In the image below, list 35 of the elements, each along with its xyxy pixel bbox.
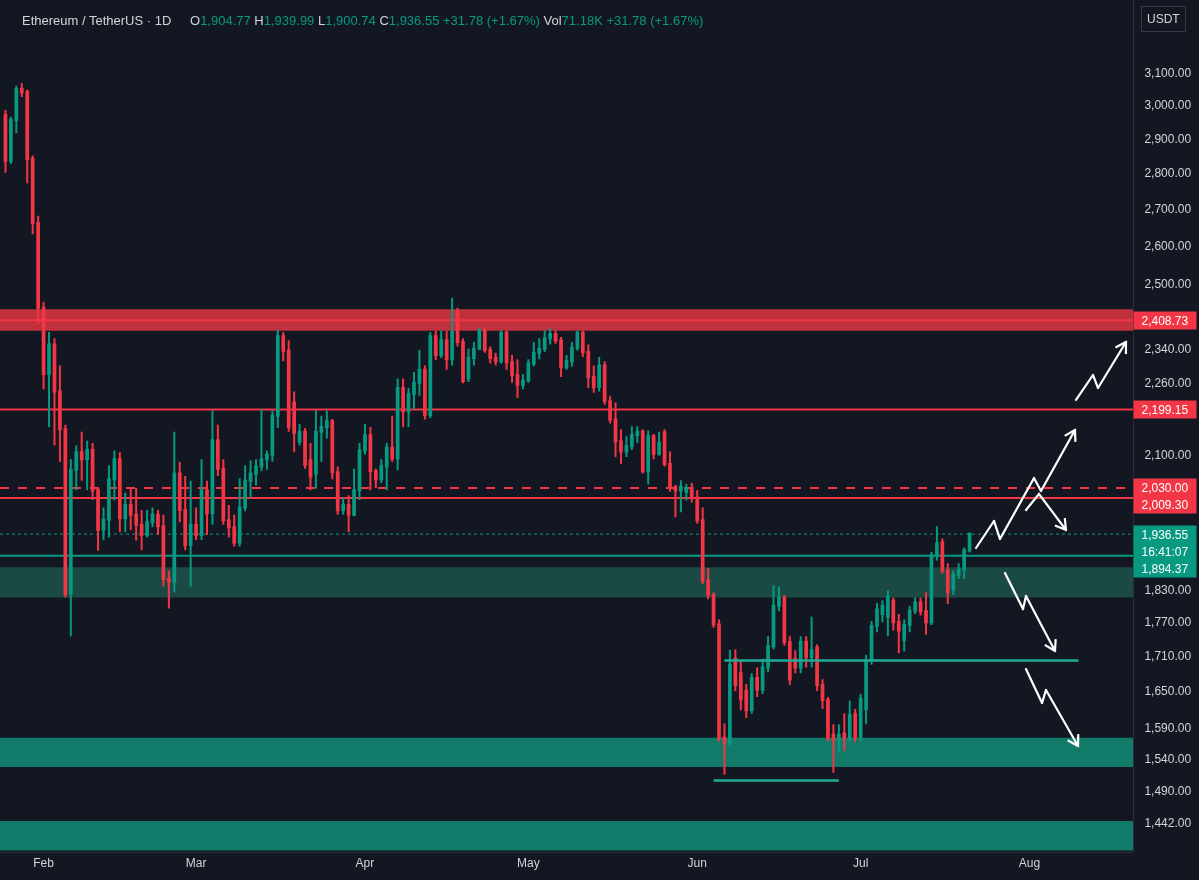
y-tick-label: 1,540.00 <box>1144 751 1192 766</box>
y-tick-label: 1,770.00 <box>1144 615 1192 630</box>
y-tick-label: 1,650.00 <box>1144 684 1192 699</box>
ref-line-label: 1,894.37 <box>1141 561 1189 576</box>
y-axis-title: USDT <box>1147 12 1181 26</box>
y-tick-label: 3,100.00 <box>1144 66 1192 81</box>
y-tick-label: 1,590.00 <box>1144 720 1192 735</box>
y-tick-label: 2,260.00 <box>1144 375 1192 390</box>
text: 16:41:07 <box>1141 544 1189 559</box>
y-tick-label: 1,442.00 <box>1144 816 1192 831</box>
y-tick-label: 1,830.00 <box>1144 582 1192 597</box>
y-tick-label: 2,100.00 <box>1144 447 1192 462</box>
ref-line-label: 1,936.55 <box>1141 527 1189 542</box>
x-tick-label: Jun <box>687 856 707 871</box>
ref-line-label: 2,009.30 <box>1141 497 1189 512</box>
y-tick-label: 3,000.00 <box>1144 98 1192 113</box>
x-tick-label: Feb <box>33 856 55 871</box>
y-tick-label: 2,500.00 <box>1144 277 1192 292</box>
y-tick-label: 2,600.00 <box>1144 238 1192 253</box>
ref-line-label: 2,199.15 <box>1141 402 1189 417</box>
text: O1,904.77 H1,939.99 L1,900.74 C1,936.55 +31.78 (+1.67%) Vol71.18K +31.78 (+1.67%) <box>190 13 704 28</box>
x-tick-label: Mar <box>185 856 207 871</box>
text: Ethereum / TetherUS · 1D <box>22 12 172 28</box>
x-tick-label: Aug <box>1018 856 1041 871</box>
y-tick-label: 1,490.00 <box>1144 784 1192 799</box>
x-tick-label: May <box>517 856 540 871</box>
ref-line-label: 2,030.00 <box>1141 480 1189 495</box>
ref-line-label: 2,408.73 <box>1141 313 1189 328</box>
y-tick-label: 2,900.00 <box>1144 131 1192 146</box>
y-tick-label: 2,700.00 <box>1144 201 1192 216</box>
x-tick-label: Apr <box>355 856 375 871</box>
y-tick-label: 2,800.00 <box>1144 166 1192 180</box>
y-tick-label: 1,710.00 <box>1144 649 1192 664</box>
x-tick-label: Jul <box>852 856 869 871</box>
y-tick-label: 2,340.00 <box>1144 341 1192 356</box>
